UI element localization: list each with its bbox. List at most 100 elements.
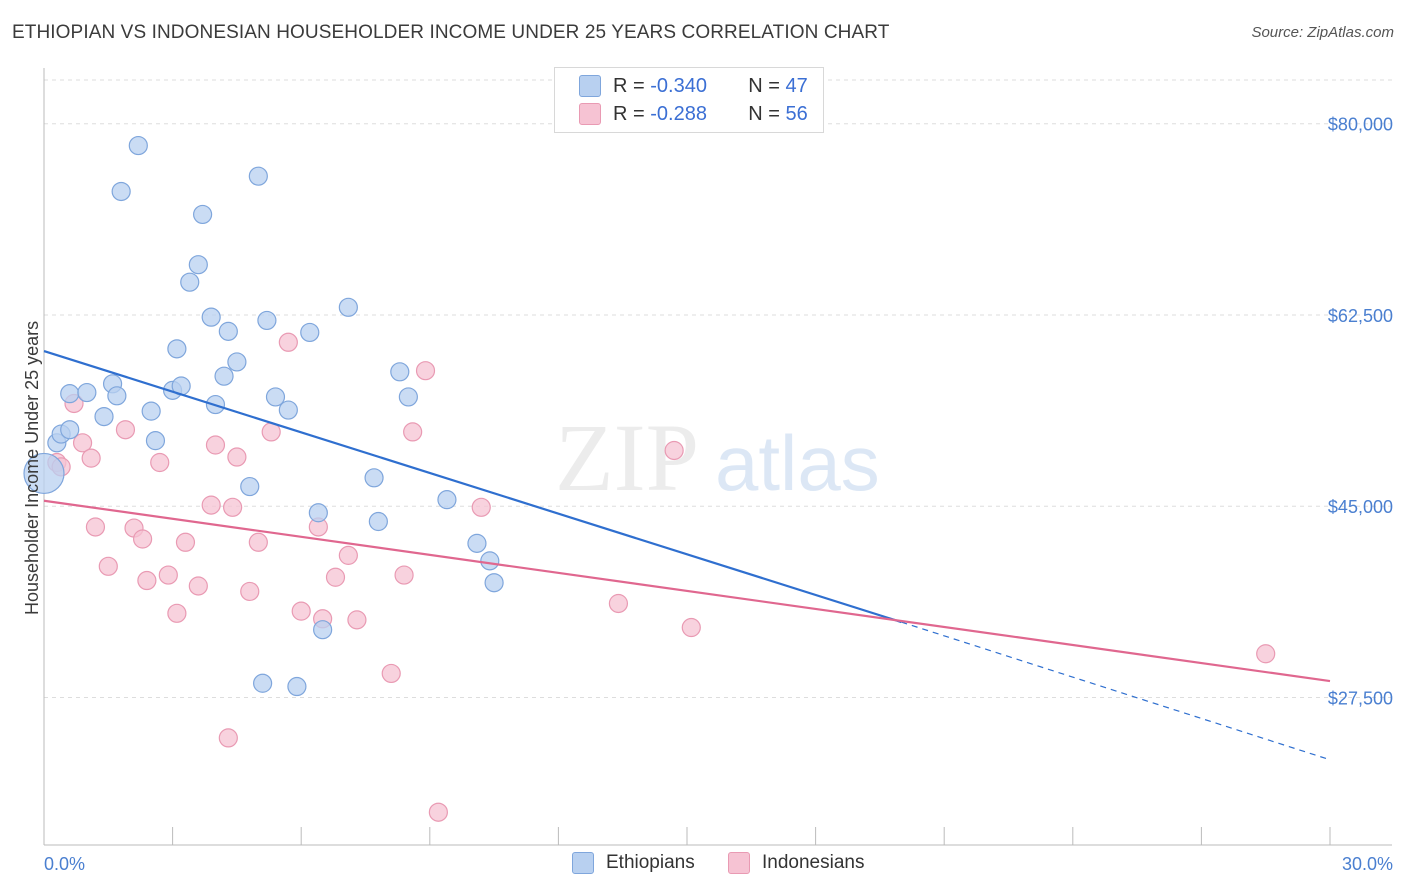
legend-n-value: 56	[785, 102, 808, 125]
indonesians-point	[415, 361, 436, 381]
ethiopians-point	[308, 503, 328, 523]
ethiopians-point	[201, 307, 221, 327]
ethiopians-points	[23, 135, 504, 697]
indonesians-point	[248, 532, 268, 552]
indonesians-point	[325, 567, 346, 587]
x-tick-label: 0.0%	[44, 854, 85, 874]
ethiopians-point	[111, 181, 131, 202]
stats-legend: R = -0.340 N = 47 R = -0.288 N = 56	[554, 67, 824, 133]
ethiopians-point	[257, 310, 277, 331]
indonesians-point	[81, 448, 101, 468]
indonesians-point	[681, 617, 701, 638]
ethiopians-point	[188, 255, 208, 275]
indonesians-point	[347, 610, 367, 630]
ethiopians-point	[23, 452, 65, 495]
indonesians-point	[381, 663, 401, 684]
ethiopians-point	[467, 533, 487, 553]
y-tick-label: $80,000	[1328, 115, 1393, 135]
legend-item-indonesians: Indonesians	[728, 852, 864, 874]
ethiopians-point	[437, 490, 457, 510]
ethiopians-point	[398, 387, 418, 407]
ethiopians-trendline-extension	[901, 621, 1331, 761]
ethiopians-point	[128, 135, 148, 156]
ethiopians-point	[107, 386, 127, 406]
ethiopians-point	[227, 352, 247, 372]
gridlines	[44, 79, 1392, 698]
y-tick-label: $62,500	[1328, 306, 1393, 326]
legend-n-value: 47	[785, 74, 808, 97]
y-axis-label: Householder Income Under 25 years	[22, 321, 42, 615]
legend-row-indonesians: R = -0.288 N = 56	[555, 100, 808, 128]
indonesians-point	[205, 435, 226, 455]
indonesians-point	[223, 497, 243, 517]
indonesians-point	[72, 433, 93, 453]
indonesians-swatch	[579, 103, 601, 125]
indonesians-point	[227, 447, 247, 467]
indonesians-point	[394, 565, 414, 585]
x-tick-label: 30.0%	[1342, 854, 1393, 874]
ethiopians-point	[480, 551, 500, 571]
ethiopians-point	[368, 511, 388, 532]
source-note: Source: ZipAtlas.com	[1251, 24, 1394, 41]
indonesians-point	[137, 570, 157, 591]
indonesians-point	[175, 532, 196, 552]
y-tick-labels: $80,000 $62,500 $45,000 $27,500	[1328, 115, 1393, 709]
legend-row-ethiopians: R = -0.340 N = 47	[555, 72, 808, 100]
indonesians-point	[167, 603, 187, 623]
indonesians-point	[115, 420, 136, 440]
indonesians-point	[291, 601, 311, 621]
ethiopians-trendline	[43, 349, 902, 624]
legend-item-ethiopians: Ethiopians	[572, 852, 695, 874]
indonesians-point	[664, 440, 684, 461]
legend-r-value: -0.288	[650, 102, 707, 125]
ethiopians-point	[390, 362, 410, 382]
indonesians-point	[85, 517, 106, 537]
indonesians-point	[608, 593, 629, 614]
ethiopians-point	[287, 676, 307, 697]
indonesians-swatch	[728, 852, 750, 874]
ethiopians-swatch	[579, 75, 601, 97]
ethiopians-point	[248, 166, 268, 186]
ethiopians-point	[145, 431, 166, 451]
indonesians-point	[278, 332, 298, 352]
ethiopians-point	[141, 401, 161, 421]
legend-r-value: -0.340	[650, 74, 707, 97]
ethiopians-point	[313, 620, 333, 640]
legend-label-ethiopians: Ethiopians	[606, 852, 695, 873]
ethiopians-point	[484, 573, 504, 593]
indonesians-point	[98, 556, 118, 576]
ethiopians-point	[240, 476, 260, 497]
ethiopians-point	[300, 322, 320, 343]
legend-r-label: R =	[613, 102, 645, 125]
legend-label-indonesians: Indonesians	[762, 852, 865, 873]
ethiopians-point	[253, 673, 273, 693]
ethiopians-point	[218, 321, 238, 341]
ethiopians-point	[180, 272, 200, 292]
x-tick-labels: 0.0% 30.0%	[44, 854, 1393, 874]
indonesians-point	[1256, 644, 1276, 664]
trendlines	[43, 349, 1331, 761]
watermark: ZIP atlas	[555, 404, 880, 511]
indonesians-point	[188, 576, 208, 596]
indonesians-trendline	[43, 499, 1331, 683]
indonesians-point	[428, 802, 448, 822]
legend-n-label: N =	[748, 102, 780, 125]
legend-r-label: R =	[613, 74, 645, 97]
ethiopians-swatch	[572, 852, 594, 874]
ethiopians-point	[94, 407, 114, 427]
y-tick-label: $45,000	[1328, 497, 1393, 517]
ethiopians-point	[214, 366, 234, 386]
indonesians-point	[150, 452, 170, 473]
ethiopians-point	[265, 387, 286, 407]
ethiopians-point	[364, 468, 384, 488]
indonesians-point	[338, 545, 358, 565]
y-tick-label: $27,500	[1328, 688, 1393, 708]
indonesians-point	[201, 495, 221, 515]
indonesians-point	[158, 565, 178, 585]
chart-title: ETHIOPIAN VS INDONESIAN HOUSEHOLDER INCO…	[12, 22, 890, 43]
series-legend: Ethiopians Indonesians	[0, 852, 1406, 878]
indonesians-point	[132, 529, 153, 549]
indonesians-point	[218, 728, 238, 748]
indonesians-points	[47, 332, 1276, 822]
indonesians-point	[403, 422, 423, 442]
